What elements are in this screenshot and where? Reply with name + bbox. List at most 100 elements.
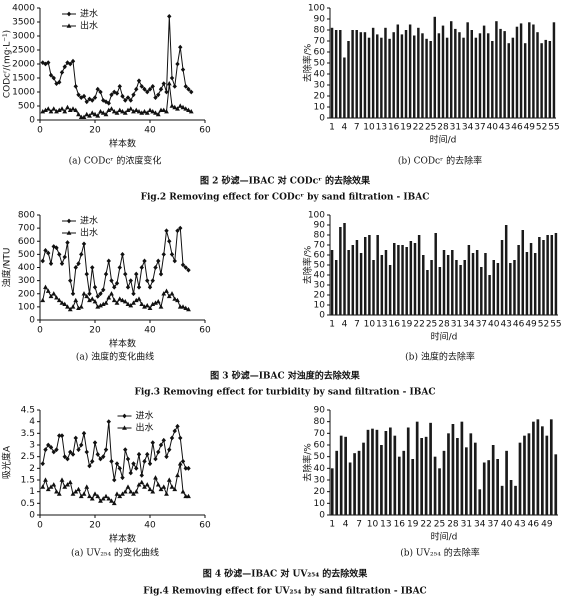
- marker: [59, 106, 65, 111]
- y-tick-label: 4.5: [21, 406, 35, 416]
- marker: [45, 288, 51, 293]
- x-tick-label: 10: [363, 123, 375, 133]
- marker: [142, 458, 147, 464]
- y-tick-label: 0: [319, 114, 325, 124]
- marker: [54, 489, 59, 494]
- y-tick-label: 30: [314, 81, 326, 91]
- bar: [425, 38, 428, 118]
- marker: [183, 265, 188, 270]
- marker: [189, 89, 194, 95]
- bar: [554, 233, 558, 315]
- y-tick-label: 0: [29, 116, 35, 126]
- bar: [540, 43, 543, 119]
- marker: [65, 482, 70, 487]
- marker: [76, 305, 81, 310]
- bar: [546, 235, 549, 315]
- marker: [178, 44, 183, 50]
- marker: [76, 261, 81, 266]
- bar: [380, 37, 383, 119]
- marker: [175, 61, 180, 67]
- y-tick-label: 4000: [12, 4, 35, 14]
- marker: [84, 99, 89, 105]
- marker: [166, 293, 172, 299]
- marker: [70, 291, 76, 297]
- subcaption: (a) CODᴄʳ 的浓度变化: [69, 155, 162, 167]
- x-tick-label: 20: [89, 326, 101, 336]
- x-tick-label: 25: [426, 320, 437, 330]
- marker: [139, 265, 144, 270]
- marker: [101, 287, 106, 293]
- y-tick-label: 90: [314, 15, 326, 25]
- marker: [92, 284, 98, 290]
- bar: [335, 450, 339, 515]
- legend-label: 进水: [80, 215, 98, 227]
- marker: [172, 258, 177, 264]
- x-tick-label: 13: [376, 123, 387, 133]
- x-tick-label: 34: [474, 520, 486, 530]
- x-tick-label: 22: [413, 123, 424, 133]
- marker: [56, 491, 62, 496]
- marker: [43, 477, 48, 482]
- marker: [161, 81, 166, 86]
- y-tick-label: 3: [29, 441, 35, 451]
- bar: [371, 428, 374, 515]
- marker: [164, 109, 169, 114]
- marker: [131, 291, 136, 297]
- bar: [491, 445, 495, 515]
- marker: [166, 81, 172, 86]
- x-tick-label: 55: [548, 123, 559, 133]
- y-tick-label: 50: [314, 452, 326, 462]
- marker: [48, 72, 54, 78]
- marker: [76, 92, 81, 98]
- marker: [57, 433, 62, 439]
- bar: [368, 235, 371, 315]
- marker: [66, 218, 72, 224]
- marker: [54, 245, 59, 251]
- marker: [95, 451, 100, 457]
- bar: [552, 22, 556, 118]
- marker: [161, 291, 167, 296]
- bar: [442, 250, 446, 315]
- marker: [81, 114, 87, 119]
- subcaption: (a) 浊度的变化曲线: [76, 351, 154, 363]
- marker: [84, 293, 90, 299]
- bar: [478, 33, 482, 118]
- y-tick-label: 100: [308, 4, 325, 14]
- bar: [344, 436, 347, 515]
- marker: [158, 86, 164, 92]
- marker: [166, 477, 172, 482]
- marker: [48, 261, 54, 266]
- marker: [98, 498, 103, 503]
- bar: [422, 255, 425, 315]
- bar: [486, 33, 490, 118]
- marker: [186, 493, 191, 499]
- marker: [48, 444, 54, 450]
- x-tick-label: 40: [488, 320, 500, 330]
- bar: [330, 250, 334, 315]
- marker: [73, 265, 78, 270]
- bar: [460, 421, 464, 515]
- x-tick-label: 0: [37, 326, 43, 336]
- marker: [109, 498, 114, 503]
- x-tick-label: 31: [451, 320, 462, 330]
- y-tick-label: 2500: [12, 46, 35, 56]
- marker: [147, 86, 153, 92]
- marker: [131, 109, 136, 114]
- marker: [51, 106, 57, 111]
- x-tick-label: 25: [434, 520, 445, 530]
- marker: [62, 484, 68, 489]
- bar: [442, 450, 446, 515]
- x-tick-label: 4: [342, 123, 348, 133]
- marker: [81, 93, 87, 99]
- x-axis-label: 样本数: [109, 533, 136, 545]
- y-tick-label: 90: [314, 221, 326, 231]
- marker: [164, 228, 169, 234]
- marker: [81, 491, 87, 496]
- marker: [122, 413, 127, 419]
- marker: [180, 262, 186, 268]
- marker: [84, 111, 90, 117]
- y-tick-label: 1000: [12, 88, 35, 98]
- bar: [413, 35, 416, 118]
- x-tick-label: 43: [514, 520, 525, 530]
